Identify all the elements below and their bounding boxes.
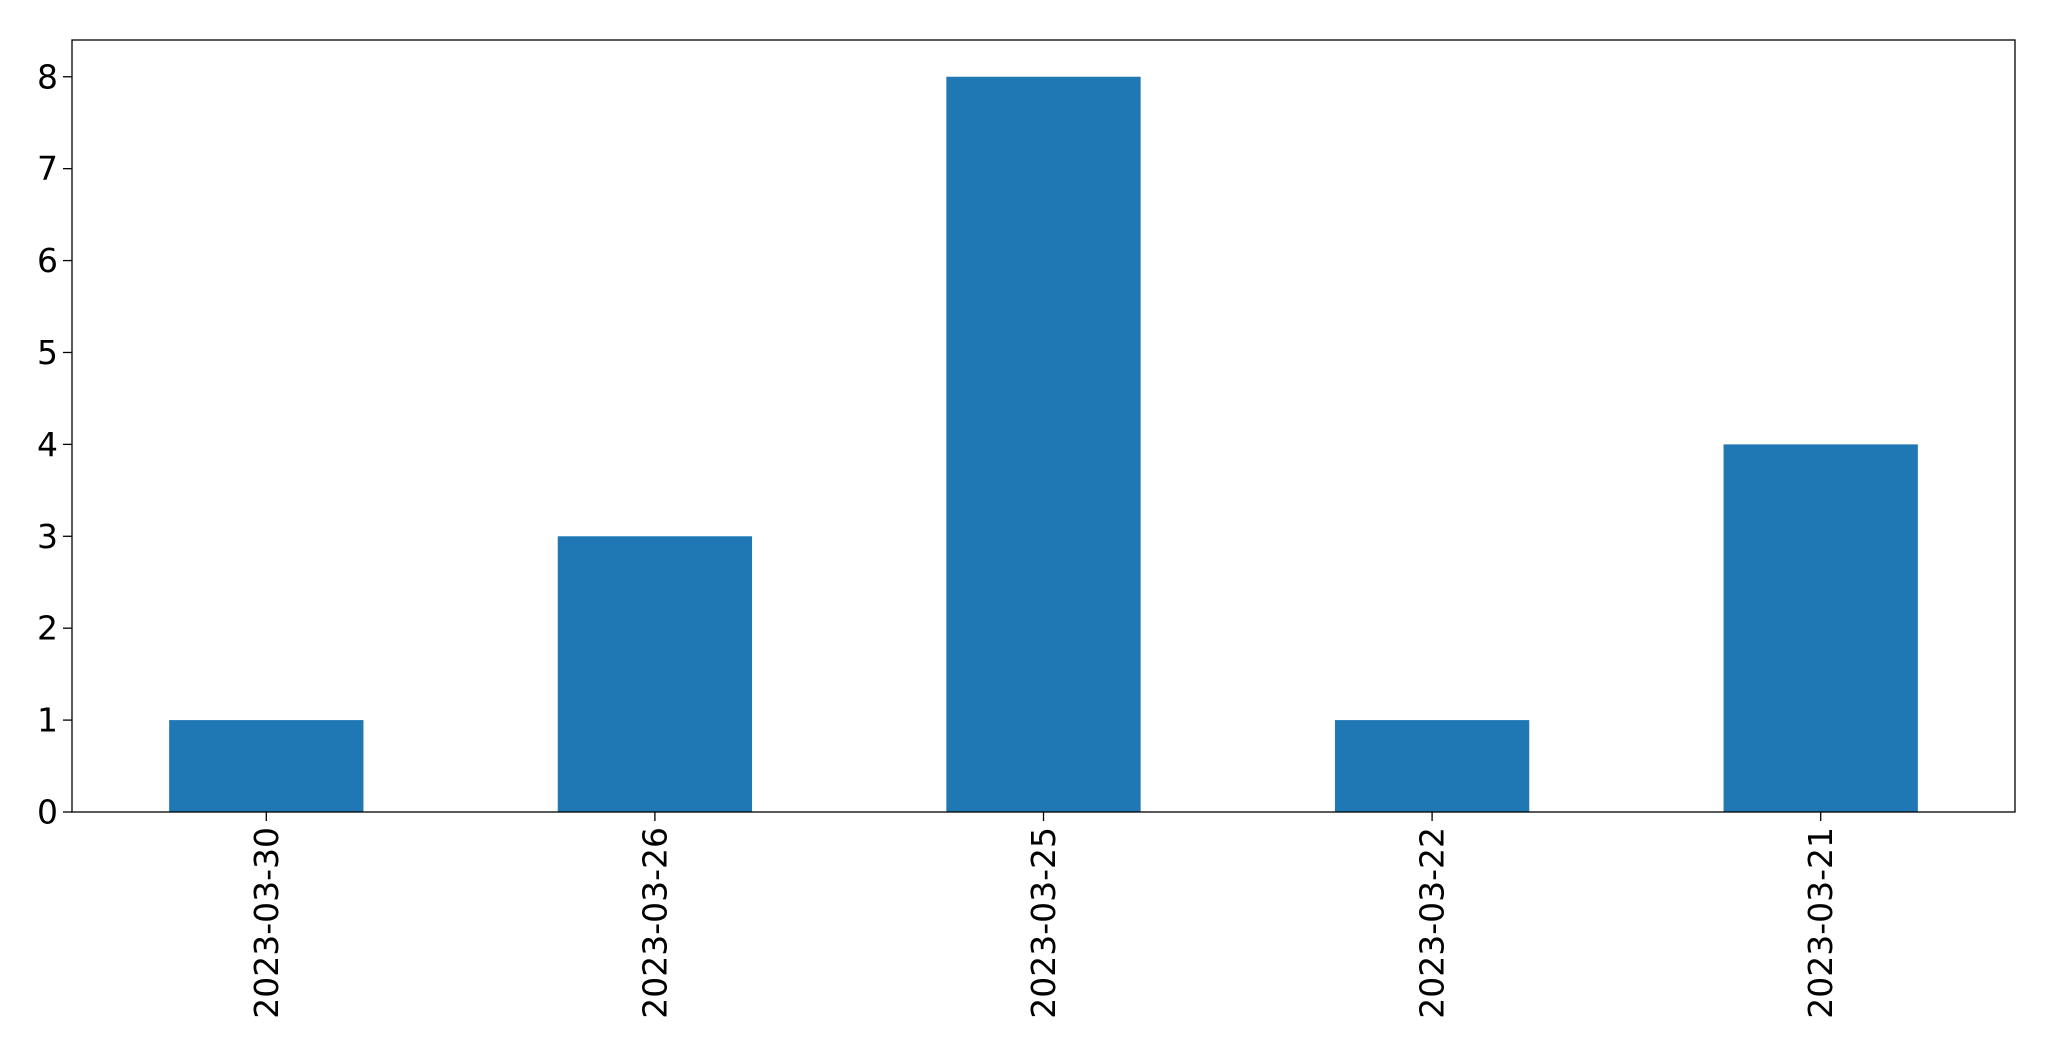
bar-2023-03-26 bbox=[557, 536, 753, 812]
bars-group bbox=[169, 76, 1918, 812]
y-axis: 0 1 2 3 4 5 6 7 8 bbox=[37, 57, 72, 832]
y-tick-label: 3 bbox=[37, 517, 58, 556]
y-tick-label: 5 bbox=[37, 333, 58, 372]
bar-2023-03-21 bbox=[1723, 444, 1918, 812]
y-tick-label: 7 bbox=[37, 149, 58, 188]
y-tick-label: 4 bbox=[37, 425, 58, 464]
bar-2023-03-22 bbox=[1334, 720, 1530, 812]
bar-2023-03-25 bbox=[946, 76, 1141, 812]
x-tick-label: 2023-03-25 bbox=[1024, 827, 1063, 1019]
y-tick-label: 8 bbox=[37, 57, 58, 96]
plot-area-frame bbox=[71, 39, 2016, 813]
x-axis: 2023-03-30 2023-03-26 2023-03-25 2023-03-22… bbox=[247, 812, 1840, 1019]
y-tick-label: 6 bbox=[37, 241, 58, 280]
y-tick-label: 2 bbox=[37, 609, 58, 648]
x-tick-label: 2023-03-21 bbox=[1801, 827, 1840, 1019]
x-tick-label: 2023-03-26 bbox=[635, 827, 674, 1019]
x-tick-label: 2023-03-30 bbox=[247, 827, 286, 1019]
bar-2023-03-30 bbox=[169, 720, 364, 812]
x-tick-label: 2023-03-22 bbox=[1413, 827, 1452, 1019]
y-tick-label: 1 bbox=[37, 701, 58, 740]
y-tick-label: 0 bbox=[37, 793, 58, 832]
